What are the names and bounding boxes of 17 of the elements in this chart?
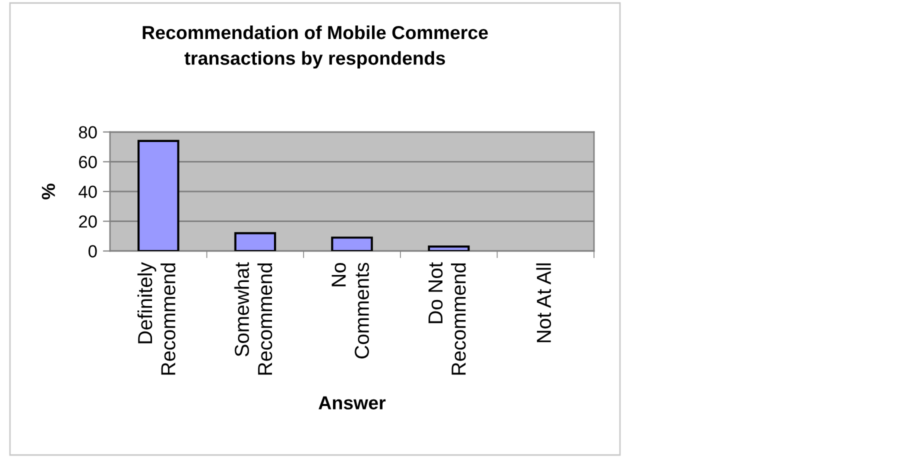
y-tick-label: 0 bbox=[88, 245, 97, 258]
bar bbox=[234, 232, 276, 251]
y-axis-title: % bbox=[42, 184, 56, 200]
bar bbox=[138, 140, 180, 251]
bar bbox=[331, 236, 373, 251]
x-tick-label: Definitely Recommend bbox=[137, 262, 176, 375]
x-tick-label: Not At All bbox=[536, 263, 552, 342]
x-tick-label: Do Not Recommend bbox=[428, 262, 466, 375]
y-tick-label: 20 bbox=[79, 215, 97, 228]
y-tick-label: 40 bbox=[78, 186, 97, 198]
x-tick-label: Somewhat Recommend bbox=[234, 262, 272, 375]
bar bbox=[428, 245, 470, 251]
chart-title: Recommendation of Mobile Commerce transactions by respondends bbox=[142, 25, 488, 69]
x-tick-label: No Comments bbox=[332, 262, 369, 358]
y-tick-label: 80 bbox=[78, 126, 97, 138]
y-tick-label: 60 bbox=[79, 156, 97, 168]
x-axis-title: Answer bbox=[318, 396, 386, 410]
